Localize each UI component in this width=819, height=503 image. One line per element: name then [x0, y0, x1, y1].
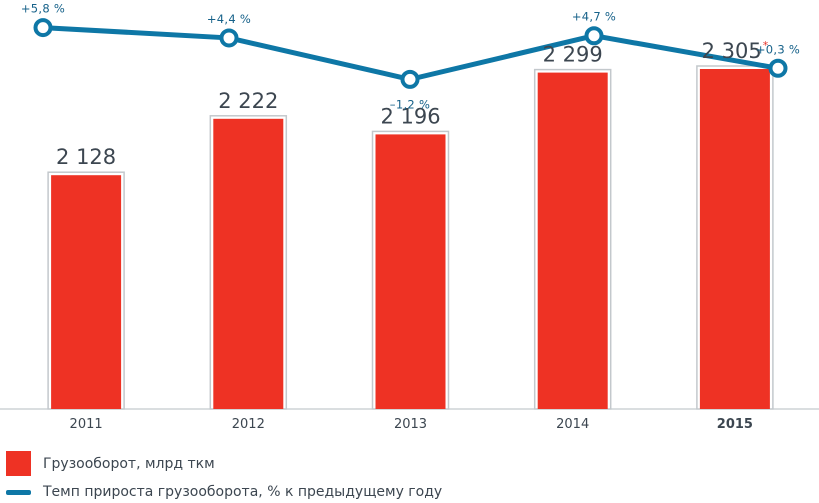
bar-value-label: 2 128	[56, 145, 116, 169]
bar-value-label: 2 299	[543, 43, 603, 67]
growth-value-label: +0,3 %	[756, 42, 800, 56]
legend-bar-swatch	[6, 451, 31, 476]
legend-item-line: Темп прироста грузооборота, % к предыдущ…	[6, 484, 442, 500]
legend-line-label: Темп прироста грузооборота, % к предыдущ…	[43, 484, 443, 500]
bar	[537, 72, 608, 409]
bar-value-label: 2 305*	[702, 39, 769, 63]
legend-item-bars: Грузооборот, млрд ткм	[6, 451, 215, 476]
growth-line-layer	[33, 18, 788, 89]
bar	[699, 69, 770, 409]
labels-layer: 2 128 2 222 2 196 2 299 2 305* +5,8 % +4,4 % –1…	[21, 2, 800, 432]
growth-point	[768, 58, 788, 78]
bar	[51, 175, 122, 409]
bar	[375, 134, 446, 409]
growth-value-label: +4,7 %	[572, 10, 616, 24]
footnote-mark: *	[763, 39, 769, 52]
growth-value-label: +4,4 %	[207, 12, 251, 26]
growth-point	[219, 28, 239, 48]
growth-point	[400, 69, 420, 89]
bar-value-label: 2 196	[380, 104, 440, 128]
bar-value-label: 2 222	[218, 89, 278, 113]
legend-bar-label: Грузооборот, млрд ткм	[43, 455, 215, 472]
x-tick-label: 2013	[394, 417, 427, 432]
x-tick-label: 2011	[70, 417, 103, 432]
growth-value-label: +5,8 %	[21, 2, 65, 16]
bars-layer	[47, 65, 774, 410]
bar	[213, 118, 284, 410]
x-tick-label: 2015	[717, 417, 753, 432]
growth-point	[33, 18, 53, 38]
growth-value-label: –1,2 %	[390, 97, 430, 111]
legend-line-swatch	[6, 489, 31, 495]
growth-point	[584, 26, 604, 46]
x-tick-label: 2012	[232, 417, 265, 432]
x-tick-label: 2014	[556, 417, 589, 432]
